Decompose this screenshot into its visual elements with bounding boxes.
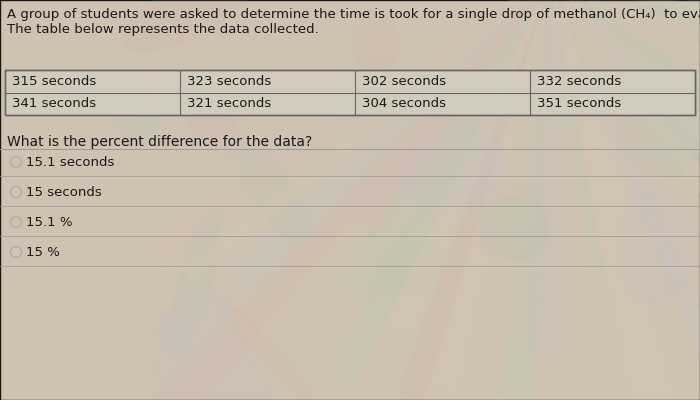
Ellipse shape (172, 214, 220, 348)
Ellipse shape (239, 147, 307, 242)
Text: 15 %: 15 % (27, 246, 60, 258)
Ellipse shape (207, 342, 283, 400)
Text: 15.1 seconds: 15.1 seconds (27, 156, 115, 168)
Wedge shape (325, 0, 550, 389)
Ellipse shape (174, 84, 245, 160)
Wedge shape (182, 0, 550, 282)
Wedge shape (529, 0, 571, 352)
Wedge shape (550, 0, 700, 400)
Text: 351 seconds: 351 seconds (537, 97, 622, 110)
Ellipse shape (192, 90, 257, 132)
Text: 341 seconds: 341 seconds (12, 97, 96, 110)
Ellipse shape (621, 83, 700, 177)
Wedge shape (550, 0, 622, 400)
Text: The table below represents the data collected.: The table below represents the data coll… (7, 23, 318, 36)
Wedge shape (152, 0, 550, 400)
Wedge shape (550, 0, 700, 109)
Wedge shape (550, 0, 700, 400)
Text: 302 seconds: 302 seconds (362, 75, 446, 88)
Text: What is the percent difference for the data?: What is the percent difference for the d… (7, 135, 312, 149)
Wedge shape (550, 0, 700, 270)
Wedge shape (550, 0, 700, 400)
Ellipse shape (104, 68, 159, 146)
Ellipse shape (639, 0, 690, 27)
Wedge shape (398, 0, 550, 400)
Wedge shape (550, 0, 700, 129)
Wedge shape (550, 0, 700, 400)
FancyBboxPatch shape (5, 70, 695, 115)
Wedge shape (550, 0, 700, 400)
Wedge shape (255, 0, 550, 162)
Ellipse shape (342, 57, 428, 111)
Wedge shape (550, 0, 662, 288)
Wedge shape (227, 0, 550, 291)
Ellipse shape (351, 10, 398, 74)
Ellipse shape (469, 181, 547, 259)
Ellipse shape (135, 60, 193, 124)
Wedge shape (335, 0, 550, 304)
Text: 15 seconds: 15 seconds (27, 186, 102, 198)
Wedge shape (550, 0, 700, 21)
Wedge shape (428, 0, 550, 398)
Wedge shape (385, 0, 550, 338)
Wedge shape (550, 0, 700, 227)
Ellipse shape (481, 197, 550, 258)
Wedge shape (456, 0, 550, 400)
Text: 15.1 %: 15.1 % (27, 216, 73, 228)
Wedge shape (550, 0, 700, 335)
Wedge shape (550, 0, 605, 278)
Wedge shape (144, 0, 550, 267)
Wedge shape (550, 0, 700, 294)
Text: 323 seconds: 323 seconds (187, 75, 272, 88)
Ellipse shape (620, 191, 687, 303)
Ellipse shape (218, 300, 315, 400)
Wedge shape (550, 0, 700, 332)
Wedge shape (550, 0, 700, 129)
Text: A group of students were asked to determine the time is took for a single drop o: A group of students were asked to determ… (7, 8, 700, 21)
Ellipse shape (379, 243, 443, 295)
Wedge shape (550, 0, 700, 33)
Text: 321 seconds: 321 seconds (187, 97, 272, 110)
Text: 315 seconds: 315 seconds (12, 75, 97, 88)
Wedge shape (550, 0, 700, 314)
Ellipse shape (399, 126, 505, 208)
Ellipse shape (151, 308, 195, 400)
Wedge shape (494, 0, 550, 400)
Text: 304 seconds: 304 seconds (362, 97, 446, 110)
Wedge shape (352, 0, 550, 237)
Ellipse shape (122, 0, 254, 51)
Ellipse shape (161, 292, 231, 354)
Text: 332 seconds: 332 seconds (537, 75, 622, 88)
